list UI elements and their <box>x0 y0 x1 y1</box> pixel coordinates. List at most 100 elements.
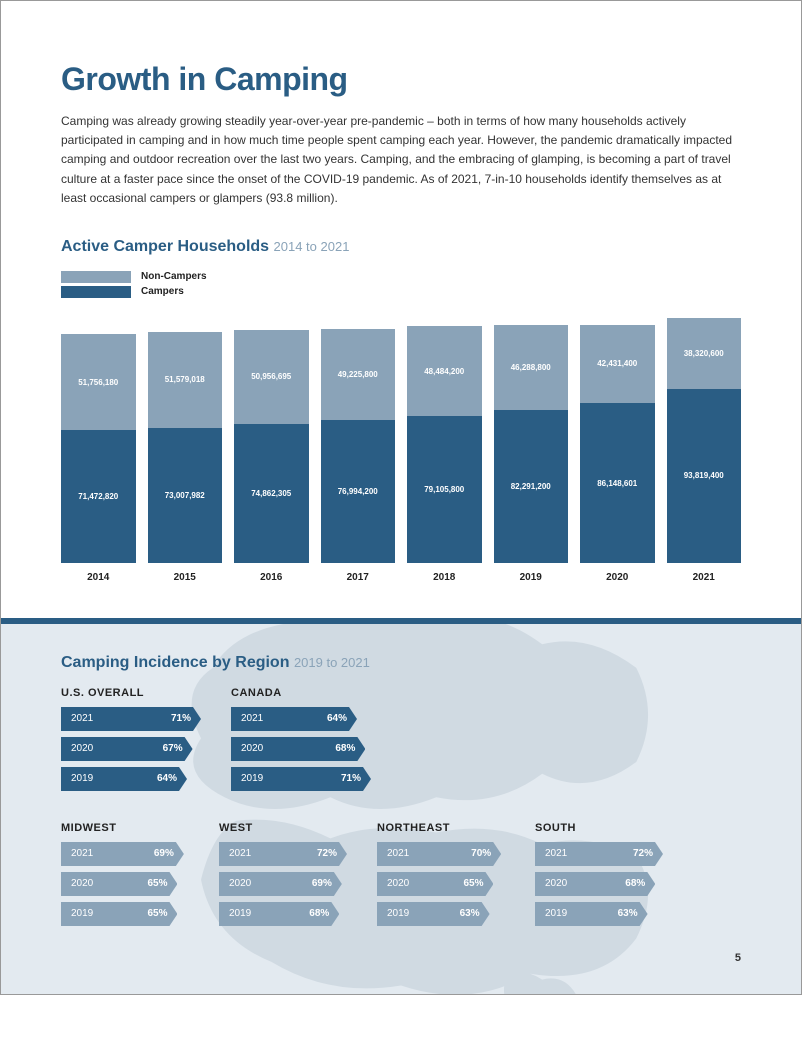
chart2-subtitle: 2019 to 2021 <box>294 655 370 670</box>
region-block: CANADA202164%202068%201971% <box>231 687 371 797</box>
chart1-subtitle: 2014 to 2021 <box>274 239 350 254</box>
stat-year: 2021 <box>241 713 263 724</box>
legend-swatch-campers <box>61 286 131 298</box>
legend-label-campers: Campers <box>141 286 184 297</box>
region-stat-bar: 2020 68% <box>535 872 655 896</box>
bar-segment-non-campers: 42,431,400 <box>580 325 655 404</box>
region-name: SOUTH <box>535 822 663 834</box>
bar-segment-non-campers: 38,320,600 <box>667 318 742 389</box>
region-block: MIDWEST 2021 69% 202065% 2019 65% <box>61 822 189 932</box>
region-stat-bar: 201963% <box>535 902 648 926</box>
bar-year-label: 2019 <box>494 572 569 583</box>
region-stat-bar: 2021 72% <box>219 842 347 866</box>
chart2-title: Camping Incidence by Region 2019 to 2021 <box>61 654 741 672</box>
page-number: 5 <box>61 952 741 964</box>
stat-year: 2020 <box>387 878 409 889</box>
region-stat-bar: 202171% <box>61 707 201 731</box>
bar-column: 76,994,20049,225,8002017 <box>321 329 396 563</box>
stat-pct: 67% <box>163 743 183 754</box>
region-name: MIDWEST <box>61 822 189 834</box>
region-name: U.S. OVERALL <box>61 687 201 699</box>
region-name: CANADA <box>231 687 371 699</box>
bar-segment-non-campers: 48,484,200 <box>407 326 482 416</box>
region-stat-bar: 2021 69% <box>61 842 184 866</box>
region-stat-bar: 2019 65% <box>61 902 177 926</box>
stat-pct: 72% <box>633 848 653 859</box>
stat-pct: 71% <box>341 773 361 784</box>
bar-segment-non-campers: 50,956,695 <box>234 330 309 424</box>
legend-label-non-campers: Non-Campers <box>141 271 207 282</box>
legend-item-non-campers: Non-Campers <box>61 271 741 283</box>
stat-pct: 63% <box>460 908 480 919</box>
bar-segment-non-campers: 49,225,800 <box>321 329 396 420</box>
chart1-title-text: Active Camper Households <box>61 238 269 255</box>
stat-pct: 65% <box>147 878 167 889</box>
region-block: NORTHEAST 2021 70% 2020 65% 2019 63% <box>377 822 505 932</box>
bar-segment-campers: 74,862,305 <box>234 424 309 563</box>
stat-year: 2020 <box>241 743 263 754</box>
region-stat-bar: 202068% <box>231 737 365 761</box>
chart1-area: 71,472,82051,756,180201473,007,98251,579… <box>61 308 741 588</box>
stat-year: 2021 <box>71 848 93 859</box>
region-stat-bar: 2020 67% <box>61 737 193 761</box>
region-stat-bar: 2021 72% <box>535 842 663 866</box>
bar-segment-campers: 79,105,800 <box>407 416 482 563</box>
bar-column: 86,148,60142,431,4002020 <box>580 325 655 563</box>
stat-pct: 65% <box>147 908 167 919</box>
stat-year: 2021 <box>71 713 93 724</box>
regions-top-row: U.S. OVERALL202171%202067%201964%CANADA2… <box>61 687 741 797</box>
region-stat-bar: 202069% <box>219 872 342 896</box>
bar-segment-non-campers: 51,579,018 <box>148 332 223 428</box>
region-block: SOUTH 2021 72% 2020 68% 201963% <box>535 822 663 932</box>
bar-year-label: 2014 <box>61 572 136 583</box>
stat-year: 2021 <box>545 848 567 859</box>
region-name: NORTHEAST <box>377 822 505 834</box>
stat-year: 2020 <box>229 878 251 889</box>
stat-year: 2020 <box>71 743 93 754</box>
bar-segment-non-campers: 46,288,800 <box>494 325 569 411</box>
region-stat-bar: 201968% <box>219 902 339 926</box>
bar-year-label: 2015 <box>148 572 223 583</box>
bar-segment-campers: 71,472,820 <box>61 430 136 563</box>
lower-section: Camping Incidence by Region 2019 to 2021… <box>1 624 801 994</box>
bar-year-label: 2020 <box>580 572 655 583</box>
region-stat-bar: 202164% <box>231 707 357 731</box>
region-stat-bar: 2021 70% <box>377 842 501 866</box>
stat-year: 2021 <box>387 848 409 859</box>
stat-pct: 70% <box>471 848 491 859</box>
bar-segment-non-campers: 51,756,180 <box>61 334 136 430</box>
bar-year-label: 2018 <box>407 572 482 583</box>
bar-column: 82,291,20046,288,8002019 <box>494 325 569 563</box>
chart2-title-text: Camping Incidence by Region <box>61 654 289 671</box>
stat-year: 2019 <box>71 908 93 919</box>
stat-pct: 64% <box>157 773 177 784</box>
bar-year-label: 2016 <box>234 572 309 583</box>
stat-year: 2019 <box>387 908 409 919</box>
stat-pct: 69% <box>154 848 174 859</box>
region-stat-bar: 202065% <box>61 872 177 896</box>
bar-segment-campers: 73,007,982 <box>148 428 223 563</box>
stat-year: 2021 <box>229 848 251 859</box>
bar-segment-campers: 76,994,200 <box>321 420 396 563</box>
upper-section: Growth in Camping Camping was already gr… <box>1 1 801 618</box>
regions-bottom-row: MIDWEST202169%202065%201965%WEST202172%2… <box>61 822 741 932</box>
region-block: U.S. OVERALL 202171% 2020 67% 2019 64% <box>61 687 201 797</box>
bar-segment-campers: 82,291,200 <box>494 410 569 563</box>
stat-year: 2019 <box>71 773 93 784</box>
bar-year-label: 2017 <box>321 572 396 583</box>
legend-swatch-non-campers <box>61 271 131 283</box>
region-block: WEST202172%202069%201968% <box>219 822 347 932</box>
stat-pct: 65% <box>463 878 483 889</box>
stat-year: 2019 <box>545 908 567 919</box>
bar-column: 71,472,82051,756,1802014 <box>61 334 136 562</box>
intro-paragraph: Camping was already growing steadily yea… <box>61 112 741 208</box>
stat-pct: 68% <box>625 878 645 889</box>
bar-column: 74,862,30550,956,6952016 <box>234 330 309 563</box>
stat-pct: 72% <box>317 848 337 859</box>
legend-item-campers: Campers <box>61 286 741 298</box>
stat-year: 2020 <box>545 878 567 889</box>
region-stat-bar: 2020 65% <box>377 872 493 896</box>
bar-year-label: 2021 <box>667 572 742 583</box>
bar-column: 73,007,98251,579,0182015 <box>148 332 223 563</box>
bar-segment-campers: 93,819,400 <box>667 389 742 563</box>
